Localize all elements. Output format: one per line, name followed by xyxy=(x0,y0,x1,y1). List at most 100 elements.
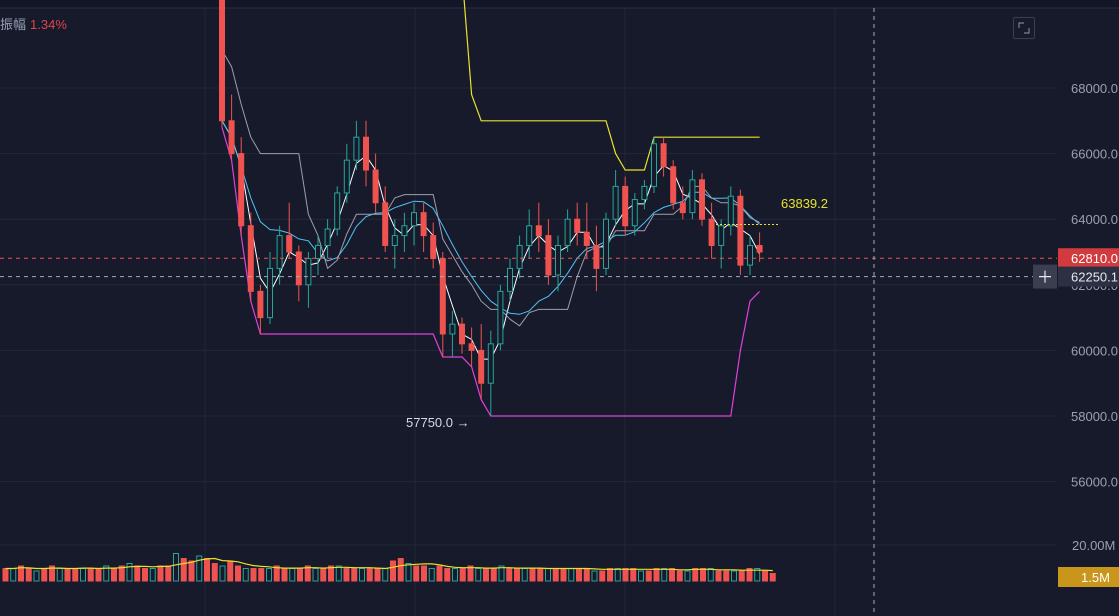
volume-bar-8 xyxy=(64,568,71,582)
volume-bar-91 xyxy=(707,568,714,582)
candles xyxy=(219,0,763,416)
candle-body xyxy=(439,258,446,335)
volume-bar-93 xyxy=(723,570,730,582)
volume-bar-36 xyxy=(281,568,288,582)
volume-bar-64 xyxy=(498,565,505,582)
volume-current-label: 1.5M xyxy=(1081,570,1110,585)
volume-tag xyxy=(1058,567,1119,587)
candle-20 xyxy=(411,202,417,246)
volume-bar-48 xyxy=(374,568,381,582)
volume-bar-57 xyxy=(444,568,451,582)
candle-32 xyxy=(526,209,533,259)
candle-body xyxy=(238,153,245,227)
candle-body xyxy=(641,185,648,201)
volume-bar-54 xyxy=(421,565,427,582)
candle-body xyxy=(449,323,456,335)
volume-bar-18 xyxy=(142,568,148,582)
candle-body xyxy=(651,143,657,187)
candle-body xyxy=(315,244,321,260)
volume-bar-92 xyxy=(715,570,722,582)
candle-body xyxy=(478,349,485,384)
candle-body xyxy=(583,231,590,246)
candle-22 xyxy=(430,222,437,269)
volume-bars xyxy=(2,553,776,582)
candle-51 xyxy=(708,202,715,259)
candle-body xyxy=(219,0,225,122)
volume-bar-22 xyxy=(173,553,179,582)
candle-42 xyxy=(622,176,629,236)
candle-body xyxy=(756,244,763,253)
candle-body xyxy=(487,343,494,384)
candle-10 xyxy=(315,235,321,275)
volume-bar-16 xyxy=(126,563,133,582)
candle-44 xyxy=(641,179,648,210)
candle-8 xyxy=(295,245,302,302)
price-tick-5: 58000.0 xyxy=(1071,409,1118,424)
crosshair-price-tag xyxy=(1058,266,1119,287)
candle-53 xyxy=(727,186,734,236)
volume-bar-52 xyxy=(405,563,412,582)
candle-body xyxy=(526,225,533,246)
candle-23 xyxy=(439,252,446,357)
candle-1 xyxy=(228,94,235,161)
candle-9 xyxy=(305,252,312,308)
expand-icon xyxy=(1018,22,1030,34)
volume-bar-1 xyxy=(10,568,17,582)
volume-bar-24 xyxy=(188,560,195,582)
candle-body xyxy=(401,225,408,237)
candle-body xyxy=(334,192,341,230)
candle-body xyxy=(228,120,235,155)
volume-bar-7 xyxy=(56,568,63,582)
candle-body xyxy=(267,267,273,319)
volume-bar-95 xyxy=(738,570,745,582)
candle-body xyxy=(411,212,417,227)
candle-19 xyxy=(401,212,408,252)
candle-body xyxy=(430,235,437,260)
candle-31 xyxy=(516,235,523,279)
candle-body xyxy=(286,235,293,253)
candle-body xyxy=(276,235,283,269)
volume-bar-34 xyxy=(266,568,272,582)
candle-3 xyxy=(247,212,254,302)
candle-43 xyxy=(631,192,638,236)
volume-bar-82 xyxy=(638,570,644,582)
volume-bar-46 xyxy=(359,568,365,582)
volume-bar-38 xyxy=(297,568,303,582)
volume-bar-60 xyxy=(467,565,474,582)
candle-body xyxy=(689,179,696,214)
volume-bar-47 xyxy=(366,568,373,582)
candle-body xyxy=(593,244,600,269)
candle-18 xyxy=(391,219,398,269)
candle-52 xyxy=(718,219,725,269)
volume-bar-2 xyxy=(18,565,24,582)
candle-15 xyxy=(363,120,369,187)
volume-bar-41 xyxy=(320,568,327,582)
crosshair-price-label: 62250.1 xyxy=(1071,270,1118,285)
candle-34 xyxy=(545,219,552,285)
candle-40 xyxy=(603,212,609,275)
candle-body xyxy=(564,218,571,246)
candle-6 xyxy=(276,225,283,285)
candle-body xyxy=(718,225,725,246)
expand-button[interactable] xyxy=(1013,17,1035,39)
candle-25 xyxy=(459,317,465,354)
volume-bar-14 xyxy=(111,568,117,582)
volume-bar-3 xyxy=(25,568,32,582)
price-tick-1: 66000.0 xyxy=(1071,147,1118,162)
volume-tick-0: 20.00M xyxy=(1072,538,1115,553)
candle-body xyxy=(670,166,677,204)
candle-body xyxy=(727,195,734,227)
volume-bar-56 xyxy=(436,565,443,582)
annotations: 57750.0 → 63839.2 xyxy=(0,8,1057,616)
volume-bar-28 xyxy=(219,565,226,582)
candle-body xyxy=(631,199,638,227)
volume-bar-72 xyxy=(560,568,567,582)
volume-bar-66 xyxy=(514,568,520,582)
candle-body xyxy=(574,218,581,233)
volume-bar-59 xyxy=(459,568,466,582)
candle-body xyxy=(497,290,504,345)
volume-bar-30 xyxy=(235,565,241,582)
candle-body xyxy=(612,185,619,220)
candle-12 xyxy=(334,186,341,236)
volume-bar-85 xyxy=(661,568,668,582)
